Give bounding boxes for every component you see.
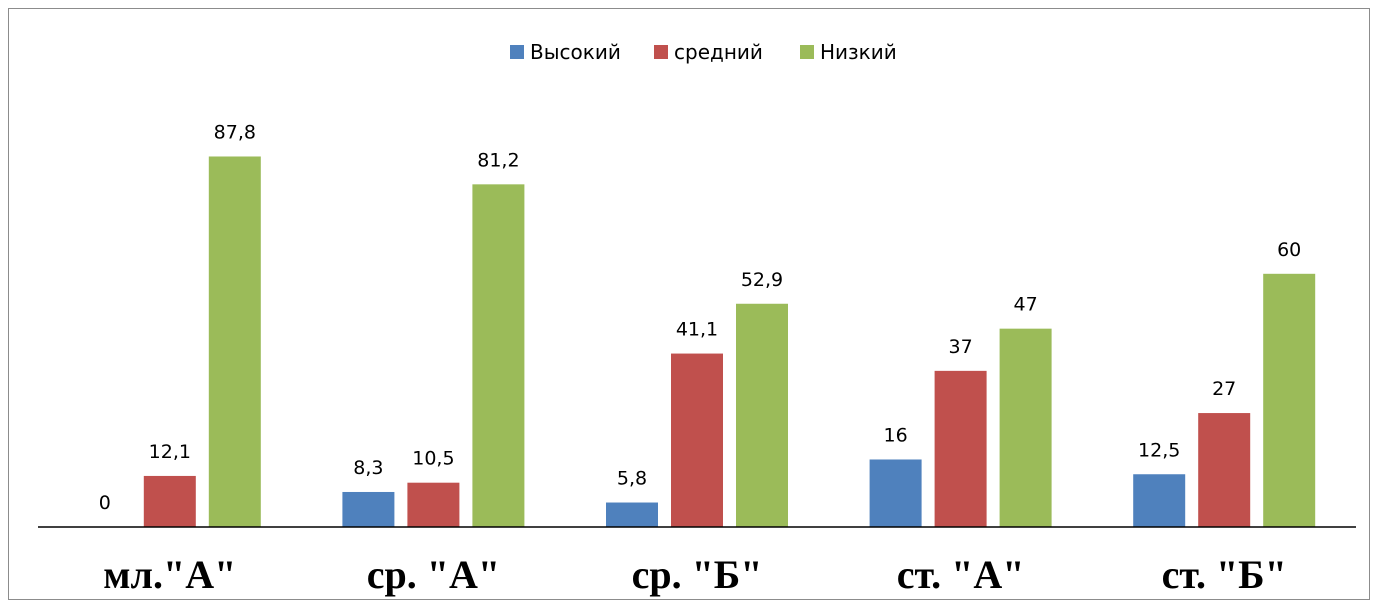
legend-swatch-3 <box>800 45 814 59</box>
category-label-3: ср. "Б" <box>632 552 763 597</box>
bar-2-3 <box>472 184 525 527</box>
data-label-2-2: 10,5 <box>412 448 454 470</box>
bar-4-3 <box>999 328 1052 527</box>
bar-4-1 <box>869 459 922 527</box>
category-label-5: ст. "Б" <box>1162 552 1287 597</box>
category-label-4: ст. "А" <box>897 552 1025 597</box>
legend-label-3: Низкий <box>820 40 897 64</box>
category-label-2: ср. "А" <box>367 552 500 597</box>
bar-2-2 <box>407 482 460 527</box>
data-label-3-3: 52,9 <box>741 269 783 291</box>
bar-3-2 <box>671 353 723 527</box>
bar-5-3 <box>1263 273 1316 527</box>
legend-swatch-2 <box>654 45 668 59</box>
bar-5-1 <box>1133 474 1186 527</box>
legend-swatch-1 <box>510 45 524 59</box>
data-label-1-1: 0 <box>99 492 111 514</box>
data-label-1-3: 87,8 <box>214 121 256 143</box>
category-label-1: мл."А" <box>103 552 236 597</box>
data-label-1-2: 12,1 <box>149 441 191 463</box>
data-label-4-1: 16 <box>884 424 908 446</box>
data-label-2-1: 8,3 <box>353 457 383 479</box>
bar-2-1 <box>342 491 395 527</box>
bar-4-2 <box>934 370 987 527</box>
data-label-5-2: 27 <box>1212 378 1236 400</box>
data-label-5-1: 12,5 <box>1138 439 1180 461</box>
bar-1-2 <box>143 475 196 527</box>
data-label-2-3: 81,2 <box>477 149 519 171</box>
bar-3-3 <box>736 303 788 527</box>
legend-label-2: средний <box>674 40 763 64</box>
bar-5-2 <box>1198 413 1251 527</box>
data-label-3-1: 5,8 <box>617 468 647 490</box>
data-label-5-3: 60 <box>1277 239 1301 261</box>
data-label-4-2: 37 <box>949 336 973 358</box>
bar-1-3 <box>208 156 261 527</box>
data-label-3-2: 41,1 <box>676 319 718 341</box>
data-label-4-3: 47 <box>1014 294 1038 316</box>
legend-label-1: Высокий <box>530 40 621 64</box>
bar-3-1 <box>606 502 658 527</box>
